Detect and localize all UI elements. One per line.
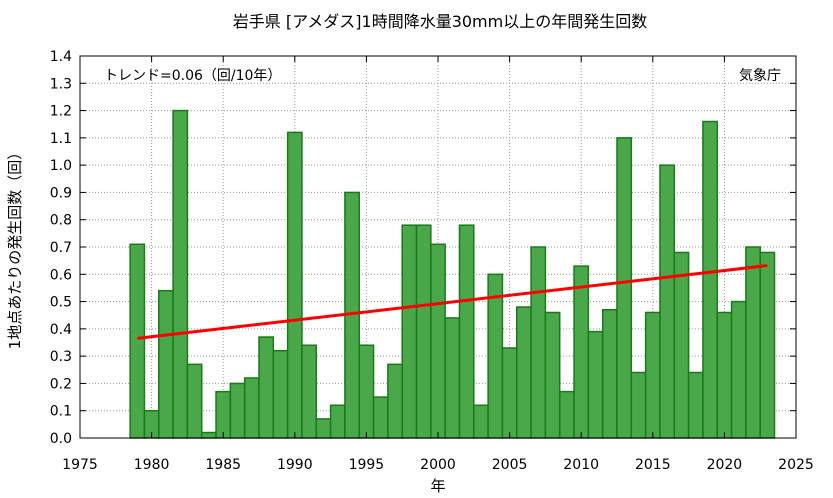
bar-2005 xyxy=(501,347,518,439)
bar-2001 xyxy=(444,317,461,439)
y-tick-label: 0.2 xyxy=(50,376,72,392)
bar-1989 xyxy=(272,349,289,439)
bar-1986 xyxy=(229,382,246,439)
bar-2003 xyxy=(473,404,489,439)
bar-2000 xyxy=(430,243,446,439)
y-tick-label: 1.0 xyxy=(50,158,72,174)
x-axis-label: 年 xyxy=(430,477,445,495)
bar-2023 xyxy=(759,251,776,439)
bar-1999 xyxy=(415,224,432,439)
bar-2002 xyxy=(458,224,475,439)
y-tick-label: 0.6 xyxy=(50,267,72,283)
y-tick-label: 0.4 xyxy=(50,322,72,338)
bar-1983 xyxy=(186,363,203,439)
y-tick-label: 0.7 xyxy=(50,240,72,256)
y-tick-label: 1.1 xyxy=(50,131,72,147)
x-tick-label: 2010 xyxy=(563,457,599,473)
bar-1992 xyxy=(315,418,332,439)
bar-2018 xyxy=(687,371,704,439)
bar-1985 xyxy=(215,390,232,439)
bar-1988 xyxy=(258,336,275,439)
y-tick-label: 0.9 xyxy=(50,185,72,201)
x-tick-label: 1990 xyxy=(277,457,313,473)
source-label: 気象庁 xyxy=(739,68,781,84)
x-tick-label: 2005 xyxy=(492,457,528,473)
bar-1998 xyxy=(401,224,418,439)
bar-1981 xyxy=(158,289,174,439)
x-tick-label: 2000 xyxy=(420,457,456,473)
x-tick-label: 1975 xyxy=(62,457,98,473)
bar-1996 xyxy=(372,396,389,439)
x-tick-label: 1985 xyxy=(205,457,241,473)
bar-1987 xyxy=(243,377,260,439)
x-tick-label: 2025 xyxy=(778,457,814,473)
y-tick-label: 0.0 xyxy=(50,431,72,447)
bar-1982 xyxy=(172,109,189,439)
x-tick-label: 1980 xyxy=(134,457,170,473)
x-tick-label: 2015 xyxy=(635,457,671,473)
y-tick-label: 0.3 xyxy=(50,349,72,365)
y-tick-label: 0.8 xyxy=(50,213,72,229)
bar-1979 xyxy=(129,243,146,439)
bar-2020 xyxy=(716,311,733,439)
bar-2019 xyxy=(702,120,718,439)
bar-2011 xyxy=(587,330,604,439)
y-tick-label: 1.3 xyxy=(50,76,72,92)
chart-title: 岩手県 [アメダス]1時間降水量30mm以上の年間発生回数 xyxy=(233,12,647,31)
bar-1995 xyxy=(358,344,375,439)
trend-line xyxy=(137,264,768,340)
y-axis-label: 1地点あたりの発生回数（回） xyxy=(6,145,24,350)
bar-2017 xyxy=(673,251,690,439)
bar-2008 xyxy=(544,311,561,439)
trend-line-group xyxy=(137,264,768,340)
bar-2009 xyxy=(558,390,575,439)
y-tick-label: 0.1 xyxy=(50,404,72,420)
x-axis: 1975 1980 1985 1990 1995 2000 2005 2010 2015 2020… xyxy=(62,56,814,473)
bar-2015 xyxy=(644,311,661,439)
bar-2021 xyxy=(730,300,747,439)
x-tick-label: 1995 xyxy=(349,457,385,473)
bar-2016 xyxy=(659,164,676,439)
bar-2022 xyxy=(745,246,761,439)
bar-1993 xyxy=(329,404,346,439)
bar-2013 xyxy=(616,137,633,439)
bar-1991 xyxy=(301,344,318,439)
y-tick-label: 0.5 xyxy=(50,295,72,311)
y-tick-label: 1.4 xyxy=(50,49,72,65)
bar-2014 xyxy=(630,371,647,439)
x-tick-label: 2020 xyxy=(707,457,743,473)
bar-1990 xyxy=(286,131,303,439)
bar-2007 xyxy=(530,246,547,439)
y-tick-label: 1.2 xyxy=(50,104,72,120)
y-axis: 0.0 0.1 0.2 0.3 0.4 0.5 0.6 0.7 0.8 0.9 1.0 1.1 1.2 1… xyxy=(50,49,796,447)
bar-1984 xyxy=(200,431,217,439)
bar-2012 xyxy=(601,309,618,439)
bar-1997 xyxy=(387,363,403,439)
trend-annotation: トレンド=0.06（回/10年） xyxy=(104,68,281,84)
bar-2010 xyxy=(573,265,590,439)
bar-2006 xyxy=(516,306,532,439)
